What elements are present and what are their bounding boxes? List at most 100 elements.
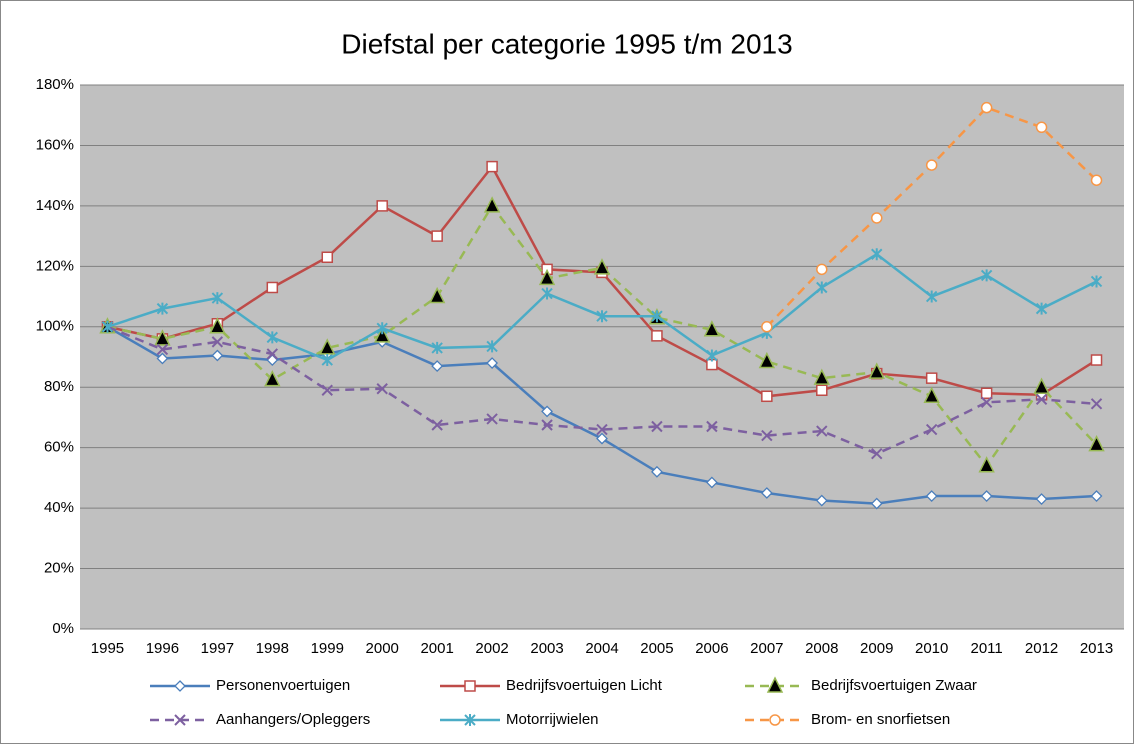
marker: [871, 248, 883, 261]
marker: [154, 329, 171, 346]
marker: [211, 336, 224, 348]
marker: [1033, 377, 1050, 394]
marker: [766, 676, 784, 693]
marker: [541, 405, 553, 418]
marker: [431, 360, 444, 372]
series: [101, 248, 1103, 367]
marker: [758, 351, 776, 369]
marker: [816, 263, 828, 276]
marker: [266, 281, 279, 294]
marker: [266, 348, 279, 360]
x-tick-label: 2010: [915, 640, 948, 657]
series: [99, 196, 1105, 473]
marker: [870, 212, 883, 224]
series: [101, 321, 1103, 460]
x-tick-label: 1996: [146, 640, 179, 657]
marker: [925, 290, 938, 303]
marker: [816, 384, 828, 396]
marker: [538, 268, 556, 286]
x-tick-label: 2007: [750, 640, 783, 657]
marker: [431, 230, 443, 242]
x-tick-label: 1995: [91, 640, 124, 657]
legend-label: Bedrijfsvoertuigen Licht: [506, 677, 663, 694]
marker: [483, 196, 501, 213]
marker: [816, 425, 828, 437]
marker: [978, 456, 995, 473]
marker: [376, 322, 388, 335]
y-tick-label: 180%: [36, 76, 74, 93]
marker: [264, 369, 281, 387]
marker: [651, 330, 663, 342]
marker: [1088, 434, 1105, 452]
marker: [705, 476, 718, 489]
x-tick-label: 2006: [695, 640, 728, 657]
marker: [486, 160, 498, 173]
marker: [925, 159, 938, 171]
marker: [1035, 121, 1048, 134]
marker: [376, 200, 388, 212]
marker: [596, 310, 608, 323]
marker: [980, 490, 993, 502]
marker: [321, 384, 333, 396]
marker: [1090, 398, 1103, 410]
chart-title: Diefstal per categorie 1995 t/m 2013: [341, 28, 792, 59]
x-tick-label: 2003: [530, 640, 563, 657]
x-tick-label: 2002: [475, 640, 508, 657]
marker: [651, 420, 663, 433]
marker: [761, 321, 773, 333]
x-tick-label: 1999: [311, 640, 344, 657]
x-tick-label: 2011: [970, 640, 1002, 657]
marker: [1035, 302, 1048, 315]
legend-label: Brom- en snorfietsen: [811, 711, 950, 728]
marker: [761, 429, 773, 442]
marker: [319, 338, 336, 355]
x-tick-label: 2005: [640, 640, 673, 657]
y-tick-label: 40%: [44, 499, 74, 516]
marker: [596, 432, 608, 445]
marker: [376, 383, 388, 395]
marker: [871, 448, 883, 460]
marker: [1090, 275, 1103, 288]
marker: [486, 340, 498, 353]
marker: [321, 251, 334, 264]
marker: [980, 396, 993, 409]
marker: [1090, 354, 1103, 366]
x-tick-label: 1997: [201, 640, 234, 657]
marker: [209, 317, 226, 334]
legend-label: Bedrijfsvoertuigen Zwaar: [811, 677, 977, 694]
x-tick-label: 2000: [366, 640, 399, 657]
y-tick-label: 120%: [36, 257, 74, 274]
marker: [1090, 174, 1103, 186]
marker: [596, 423, 608, 436]
marker: [174, 680, 186, 692]
marker: [925, 423, 938, 436]
marker: [923, 386, 940, 404]
marker: [373, 326, 391, 343]
marker: [760, 487, 773, 499]
x-tick-label: 2009: [860, 640, 893, 657]
marker: [211, 349, 224, 362]
marker: [321, 354, 333, 367]
marker: [156, 302, 169, 315]
marker: [593, 258, 611, 275]
marker: [431, 419, 443, 431]
marker: [1090, 490, 1103, 502]
marker: [486, 357, 499, 369]
x-tick-label: 2013: [1080, 640, 1113, 657]
marker: [769, 714, 781, 726]
marker: [174, 714, 186, 726]
y-tick-label: 80%: [44, 378, 74, 395]
marker: [925, 372, 938, 384]
y-tick-label: 160%: [36, 136, 74, 153]
marker: [1035, 493, 1048, 505]
marker: [211, 292, 224, 305]
marker: [925, 490, 938, 502]
x-tick-label: 2012: [1025, 640, 1058, 657]
marker: [706, 420, 718, 433]
y-tick-label: 140%: [36, 197, 74, 214]
marker: [431, 341, 443, 354]
marker: [156, 352, 169, 365]
x-tick-label: 2008: [805, 640, 838, 657]
